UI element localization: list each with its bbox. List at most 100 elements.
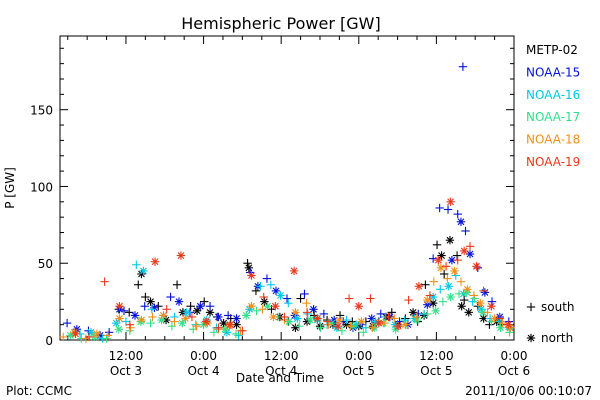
data-point-noaa-15-north: [214, 312, 223, 322]
data-point-noaa-19-south: [302, 308, 312, 317]
data-point-noaa-19-north: [414, 282, 424, 291]
data-point-noaa-15-south: [140, 302, 149, 311]
data-point-metp-02-south: [432, 240, 442, 250]
plot-frame: [59, 35, 515, 341]
data-point-noaa-19-south: [465, 242, 475, 251]
data-point-metp-02-south: [421, 280, 430, 289]
data-point-noaa-15-south: [166, 292, 175, 302]
data-point-noaa-18-south: [469, 291, 479, 300]
data-point-noaa-19-north: [503, 320, 513, 329]
data-point-noaa-16-south: [400, 315, 409, 325]
data-point-noaa-19-south: [259, 292, 268, 302]
data-point-metp-02-north: [437, 251, 446, 260]
data-point-noaa-19-north: [446, 197, 455, 207]
data-point-noaa-19-south: [344, 294, 354, 303]
marker-legend: south north: [526, 300, 575, 345]
data-point-noaa-18-north: [159, 311, 168, 320]
data-point-noaa-18-north: [357, 317, 366, 326]
data-point-noaa-15-north: [130, 311, 140, 320]
data-point-metp-02-north: [192, 306, 202, 316]
data-point-noaa-19-north: [176, 251, 186, 260]
data-point-metp-02-north: [205, 308, 215, 317]
data-point-noaa-16-north: [139, 266, 148, 276]
data-point-metp-02-south: [172, 280, 182, 289]
data-point-noaa-15-south: [376, 309, 385, 319]
data-point-noaa-15-south: [453, 209, 462, 219]
data-point-noaa-18-north: [92, 329, 102, 339]
data-point-noaa-17-north: [306, 315, 315, 325]
data-point-noaa-18-south: [302, 298, 311, 308]
data-point-noaa-18-north: [335, 315, 344, 325]
x-tick-label-time: 12:00: [264, 349, 299, 363]
data-point-noaa-15-north: [456, 217, 466, 226]
series-noaa-19: [71, 197, 513, 342]
data-point-noaa-15-south: [443, 205, 453, 214]
data-point-noaa-19-south: [238, 326, 247, 335]
data-point-noaa-18-south: [498, 318, 507, 328]
data-point-noaa-19-south: [441, 262, 451, 271]
data-point-noaa-17-north: [284, 317, 294, 326]
y-tick-label: 150: [30, 104, 53, 118]
x-tick-label-date: Oct 4: [187, 364, 219, 378]
data-point-noaa-17-south: [209, 328, 219, 337]
data-point-noaa-18-north: [181, 314, 190, 323]
data-point-noaa-19-north: [115, 302, 124, 311]
series-legend: METP-02 NOAA-15 NOAA-16 NOAA-17 NOAA-18 NOAA-…: [526, 43, 580, 169]
data-point-noaa-19-south: [323, 317, 332, 326]
data-point-noaa-16-south: [147, 305, 157, 314]
data-point-noaa-19-north: [333, 321, 343, 331]
data-point-metp-02-south: [200, 297, 209, 306]
data-point-noaa-18-south: [412, 312, 421, 322]
y-tick-label: 100: [30, 180, 53, 194]
data-point-noaa-17-north: [114, 325, 124, 334]
data-point-noaa-19-south: [100, 277, 109, 286]
data-point-noaa-17-south: [359, 328, 368, 337]
x-axis-label: Date and Time: [236, 371, 324, 385]
x-tick-label-time: 12:00: [109, 349, 144, 363]
y-tick-label: 0: [45, 334, 53, 348]
y-axis-label: P [GW]: [3, 167, 17, 209]
data-point-noaa-18-north: [450, 266, 459, 276]
data-point-noaa-18-south: [59, 332, 68, 342]
x-tick-label-time: 0:00: [501, 349, 528, 363]
data-point-noaa-18-south: [148, 312, 157, 322]
data-point-noaa-17-north: [263, 302, 272, 311]
data-point-noaa-18-south: [429, 277, 439, 286]
data-point-noaa-19-north: [247, 271, 256, 280]
data-point-noaa-19-south: [84, 332, 94, 342]
data-point-noaa-15-north: [480, 288, 490, 297]
data-point-metp-02-south: [186, 302, 195, 311]
data-point-noaa-16-south: [284, 298, 293, 308]
data-point-noaa-18-north: [476, 298, 485, 308]
data-point-noaa-18-south: [170, 317, 179, 326]
y-axis: 0 50 100 150: [30, 47, 514, 348]
data-point-noaa-17-north: [431, 306, 440, 316]
data-point-noaa-19-north: [71, 329, 80, 339]
data-point-noaa-19-south: [366, 294, 375, 303]
data-point-noaa-17-south: [167, 321, 177, 331]
data-point-noaa-17-south: [454, 289, 464, 299]
data-point-noaa-17-south: [438, 297, 448, 306]
legend-entry-noaa-19: NOAA-19: [526, 155, 580, 169]
data-point-noaa-16-south: [342, 315, 351, 325]
data-point-noaa-19-north: [374, 318, 384, 328]
data-point-noaa-16-south: [266, 280, 276, 289]
data-point-noaa-17-south: [295, 321, 304, 331]
data-point-noaa-19-north: [225, 320, 235, 329]
data-point-noaa-17-south: [146, 318, 155, 328]
chart-title: Hemispheric Power [GW]: [181, 14, 380, 33]
data-point-noaa-15-south: [319, 309, 329, 319]
data-point-noaa-15-north: [309, 305, 318, 314]
marker-legend-north: north: [541, 331, 573, 345]
data-point-noaa-19-north: [289, 266, 299, 276]
data-point-noaa-19-south: [495, 314, 504, 323]
data-point-metp-02-north: [244, 263, 254, 273]
marker-legend-south: south: [541, 300, 575, 314]
data-point-noaa-18-north: [137, 315, 146, 325]
data-point-noaa-18-south: [368, 323, 377, 332]
data-point-metp-02-south: [141, 292, 150, 302]
data-point-noaa-18-south: [103, 331, 113, 340]
data-point-noaa-16-north: [276, 291, 285, 300]
data-point-noaa-15-north: [232, 314, 241, 323]
